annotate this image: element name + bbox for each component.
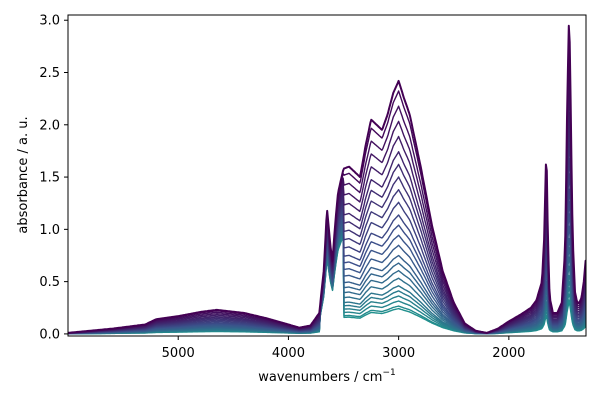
y-tick-label: 1.5 (39, 171, 60, 186)
x-tick-label: 4000 (272, 346, 305, 361)
y-tick-label: 0.0 (39, 327, 60, 342)
x-tick-label: 3000 (382, 346, 415, 361)
y-axis-label: absorbance / a. u. (16, 116, 31, 233)
series-layer (68, 24, 586, 335)
spectrum-series (68, 55, 586, 334)
spectrum-series (68, 24, 586, 334)
x-axis-label: wavenumbers / cm−1 (258, 368, 396, 385)
y-tick-label: 3.0 (39, 14, 60, 29)
y-tick-label: 2.0 (39, 118, 60, 133)
x-tick-label: 5000 (162, 346, 195, 361)
plot-frame (67, 14, 587, 337)
x-tick-label: 2000 (492, 346, 525, 361)
y-tick-label: 0.5 (39, 275, 60, 290)
y-axis: 0.0 0.5 1.0 1.5 2.0 2.5 3.0 (39, 14, 68, 342)
y-tick-label: 2.5 (39, 66, 60, 81)
spectrum-series (68, 37, 586, 334)
spectrum-series (68, 157, 586, 334)
x-axis: 5000 4000 3000 2000 (162, 336, 525, 361)
y-tick-label: 1.0 (39, 223, 60, 238)
spectrum-series (68, 74, 586, 334)
